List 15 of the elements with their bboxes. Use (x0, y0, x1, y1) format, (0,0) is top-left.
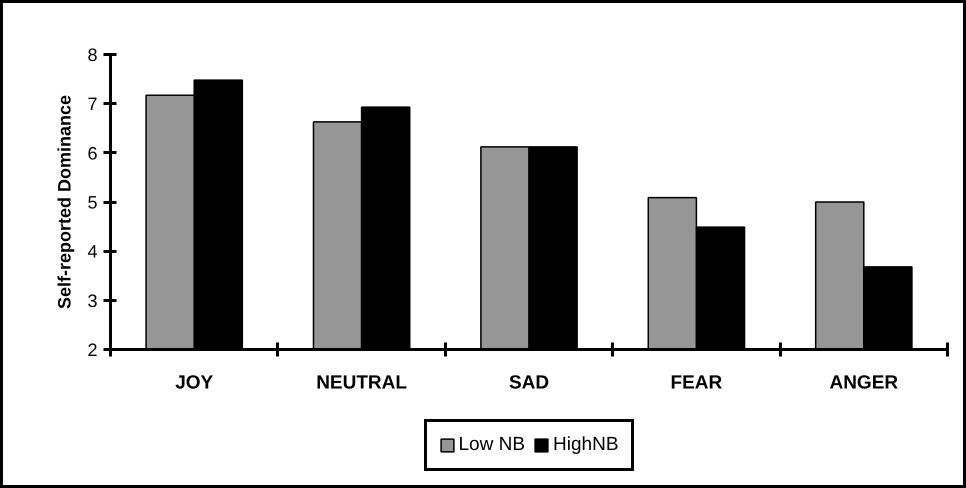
x-tick-label: NEUTRAL (316, 372, 408, 394)
x-tick-label: JOY (175, 372, 214, 394)
y-tick-label: 7 (87, 94, 98, 114)
y-tick-label: 2 (87, 340, 98, 360)
x-tick-label: ANGER (829, 372, 898, 394)
y-tick-label: 3 (87, 290, 98, 311)
y-tick-label: 8 (87, 45, 98, 65)
y-tick-label: 6 (87, 143, 98, 164)
y-tick-label: 4 (87, 242, 98, 262)
x-tick-label: SAD (508, 372, 550, 394)
y-axis-title: Self-reported Dominance (54, 94, 74, 310)
x-tick-label: FEAR (670, 372, 723, 394)
legend-label: Low NB (458, 434, 526, 456)
legend-label: HighNB (553, 434, 619, 456)
y-tick-label: 5 (87, 192, 98, 212)
